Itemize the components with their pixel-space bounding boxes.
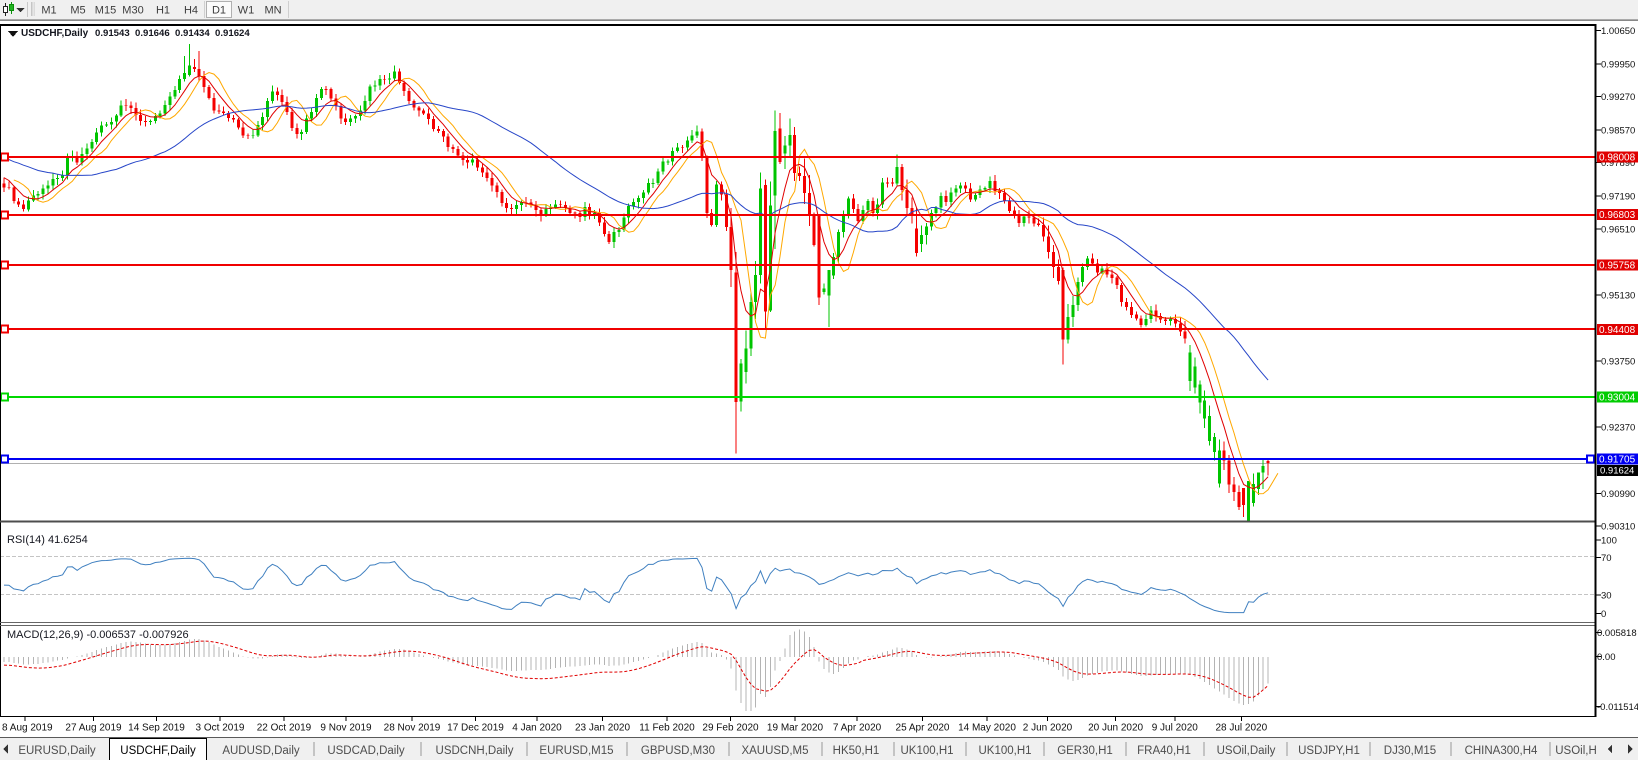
- svg-text:RSI(14) 41.6254: RSI(14) 41.6254: [7, 534, 88, 546]
- svg-text:0.97890: 0.97890: [1601, 158, 1635, 169]
- svg-text:20 Jun 2020: 20 Jun 2020: [1088, 723, 1143, 734]
- svg-text:2 Jun 2020: 2 Jun 2020: [1023, 723, 1073, 734]
- svg-text:USDCNH,Daily: USDCNH,Daily: [436, 745, 514, 757]
- svg-text:EURUSD,M15: EURUSD,M15: [539, 745, 613, 757]
- svg-text:USOil,H: USOil,H: [1555, 745, 1597, 757]
- svg-text:D1: D1: [212, 5, 226, 17]
- svg-text:H1: H1: [156, 5, 170, 17]
- svg-text:28 Jul 2020: 28 Jul 2020: [1215, 723, 1267, 734]
- svg-text:30: 30: [1601, 590, 1612, 601]
- svg-text:W1: W1: [238, 5, 255, 17]
- svg-text:0.92370: 0.92370: [1601, 423, 1635, 434]
- svg-text:9 Jul 2020: 9 Jul 2020: [1152, 723, 1199, 734]
- svg-text:0.93750: 0.93750: [1601, 357, 1635, 368]
- svg-text:70: 70: [1601, 553, 1612, 564]
- svg-text:-0.011514: -0.011514: [1597, 702, 1638, 713]
- svg-text:3 Oct 2019: 3 Oct 2019: [196, 723, 245, 734]
- svg-text:UK100,H1: UK100,H1: [978, 745, 1031, 757]
- svg-text:0.90990: 0.90990: [1601, 489, 1635, 500]
- svg-text:0.94408: 0.94408: [1599, 325, 1636, 336]
- svg-text:1.00650: 1.00650: [1601, 26, 1635, 37]
- svg-text:UK100,H1: UK100,H1: [900, 745, 953, 757]
- svg-text:9 Nov 2019: 9 Nov 2019: [320, 723, 372, 734]
- svg-text:0.97190: 0.97190: [1601, 192, 1635, 203]
- svg-text:USOil,Daily: USOil,Daily: [1217, 745, 1276, 757]
- svg-text:0: 0: [1601, 609, 1606, 620]
- svg-text:GER30,H1: GER30,H1: [1057, 745, 1113, 757]
- svg-text:FRA40,H1: FRA40,H1: [1137, 745, 1191, 757]
- svg-text:0.91705: 0.91705: [1599, 455, 1636, 466]
- svg-text:USDCAD,Daily: USDCAD,Daily: [327, 745, 405, 757]
- svg-text:25 Apr 2020: 25 Apr 2020: [896, 723, 950, 734]
- svg-text:GBPUSD,M30: GBPUSD,M30: [641, 745, 715, 757]
- svg-text:USDCHF,Daily: USDCHF,Daily: [21, 28, 89, 39]
- svg-text:28 Nov 2019: 28 Nov 2019: [384, 723, 441, 734]
- svg-text:M15: M15: [95, 5, 116, 17]
- svg-text:0.00: 0.00: [1597, 652, 1616, 663]
- svg-text:AUDUSD,Daily: AUDUSD,Daily: [222, 745, 300, 757]
- svg-text:22 Oct 2019: 22 Oct 2019: [257, 723, 312, 734]
- svg-text:19 Mar 2020: 19 Mar 2020: [767, 723, 824, 734]
- svg-text:0.98570: 0.98570: [1601, 126, 1635, 137]
- svg-text:0.99270: 0.99270: [1601, 92, 1635, 103]
- svg-text:EURUSD,Daily: EURUSD,Daily: [18, 745, 96, 757]
- svg-text:0.96803: 0.96803: [1599, 210, 1636, 221]
- svg-text:H4: H4: [184, 5, 198, 17]
- svg-text:27 Aug 2019: 27 Aug 2019: [65, 723, 122, 734]
- svg-text:HK50,H1: HK50,H1: [833, 745, 880, 757]
- svg-text:CHINA300,H4: CHINA300,H4: [1465, 745, 1538, 757]
- svg-text:11 Feb 2020: 11 Feb 2020: [639, 723, 695, 734]
- svg-text:17 Dec 2019: 17 Dec 2019: [447, 723, 504, 734]
- svg-text:M1: M1: [41, 5, 56, 17]
- svg-text:0.98008: 0.98008: [1599, 153, 1636, 164]
- svg-text:M5: M5: [70, 5, 85, 17]
- svg-text:M30: M30: [122, 5, 143, 17]
- svg-text:XAUUSD,M5: XAUUSD,M5: [741, 745, 808, 757]
- svg-text:0.005818: 0.005818: [1597, 628, 1637, 639]
- svg-text:4 Jan 2020: 4 Jan 2020: [512, 723, 562, 734]
- svg-text:100: 100: [1601, 536, 1617, 547]
- svg-text:DJ30,M15: DJ30,M15: [1384, 745, 1436, 757]
- svg-text:MACD(12,26,9) -0.006537 -0.007: MACD(12,26,9) -0.006537 -0.007926: [7, 629, 189, 641]
- svg-text:0.95758: 0.95758: [1599, 260, 1636, 271]
- svg-text:23 Jan 2020: 23 Jan 2020: [575, 723, 630, 734]
- svg-text:0.90310: 0.90310: [1601, 521, 1635, 532]
- svg-text:USDJPY,H1: USDJPY,H1: [1298, 745, 1360, 757]
- svg-text:USDCHF,Daily: USDCHF,Daily: [120, 745, 196, 757]
- svg-text:0.96510: 0.96510: [1601, 224, 1635, 235]
- svg-text:0.93004: 0.93004: [1599, 392, 1636, 403]
- svg-text:0.95130: 0.95130: [1601, 290, 1635, 301]
- svg-text:14 May 2020: 14 May 2020: [958, 723, 1016, 734]
- svg-text:0.99950: 0.99950: [1601, 59, 1635, 70]
- svg-text:0.91543 0.91646 0.91434 0.9: 0.91543 0.91646 0.91434 0.91624: [95, 28, 250, 39]
- svg-text:0.91624: 0.91624: [1600, 466, 1634, 477]
- svg-text:7 Apr 2020: 7 Apr 2020: [833, 723, 882, 734]
- svg-text:29 Feb 2020: 29 Feb 2020: [702, 723, 759, 734]
- svg-text:MN: MN: [264, 5, 281, 17]
- svg-text:14 Sep 2019: 14 Sep 2019: [128, 723, 185, 734]
- svg-text:8 Aug 2019: 8 Aug 2019: [2, 723, 53, 734]
